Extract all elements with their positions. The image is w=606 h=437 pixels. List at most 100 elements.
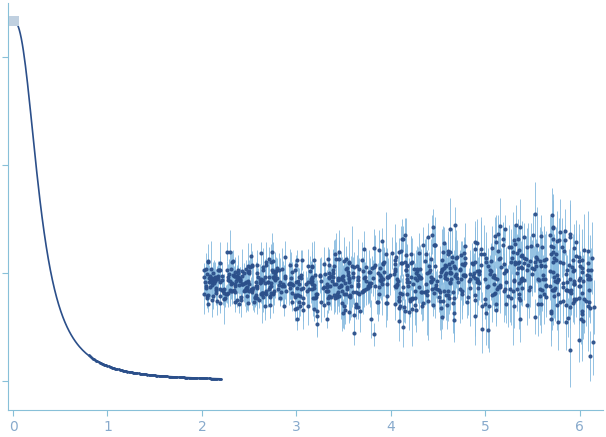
Point	[182, 374, 192, 381]
Point	[102, 362, 112, 369]
Point	[214, 375, 224, 382]
Point	[101, 361, 110, 368]
Point	[92, 357, 101, 364]
Point	[198, 375, 208, 382]
Point	[152, 372, 161, 379]
Point	[181, 374, 190, 381]
Point	[116, 367, 125, 374]
Point	[213, 375, 222, 382]
Point	[142, 371, 152, 378]
Point	[204, 375, 213, 382]
Point	[90, 357, 100, 364]
Point	[178, 374, 188, 381]
Point	[124, 368, 133, 375]
Point	[159, 373, 169, 380]
Point	[155, 372, 165, 379]
Point	[84, 352, 93, 359]
Point	[146, 371, 156, 378]
Point	[122, 368, 132, 375]
Point	[130, 369, 140, 376]
Point	[205, 375, 215, 382]
Point	[110, 365, 120, 372]
Point	[139, 371, 149, 378]
Point	[182, 374, 191, 381]
Point	[134, 370, 144, 377]
Point	[127, 369, 137, 376]
Point	[166, 373, 176, 380]
Point	[109, 365, 119, 372]
Point	[105, 363, 115, 370]
Point	[161, 373, 170, 380]
Point	[156, 372, 165, 379]
Point	[157, 372, 167, 379]
Point	[135, 370, 145, 377]
Point	[98, 361, 108, 368]
Point	[154, 372, 164, 379]
Point	[162, 373, 172, 380]
Point	[95, 359, 105, 366]
Point	[88, 355, 98, 362]
Point	[113, 366, 122, 373]
Point	[179, 374, 189, 381]
Point	[85, 353, 95, 360]
Point	[147, 371, 157, 378]
Point	[112, 365, 121, 372]
Point	[193, 375, 202, 382]
Point	[138, 371, 148, 378]
Point	[171, 374, 181, 381]
Point	[216, 375, 225, 382]
Point	[94, 358, 104, 365]
Point	[102, 362, 112, 369]
Point	[142, 371, 152, 378]
Point	[209, 375, 219, 382]
Point	[114, 366, 124, 373]
Point	[202, 375, 212, 382]
Point	[174, 374, 184, 381]
Point	[107, 364, 117, 371]
Point	[89, 356, 99, 363]
Point	[150, 372, 160, 379]
Point	[93, 358, 102, 365]
Point	[97, 360, 107, 367]
Point	[119, 368, 129, 375]
Point	[196, 375, 205, 382]
Point	[201, 375, 210, 382]
Point	[87, 354, 97, 361]
Point	[175, 374, 185, 381]
Point	[153, 372, 162, 379]
Point	[133, 370, 142, 377]
Point	[206, 375, 216, 382]
Point	[104, 363, 113, 370]
Point	[194, 375, 204, 382]
Point	[165, 373, 175, 380]
Point	[168, 373, 178, 380]
Point	[99, 361, 109, 368]
Point	[208, 375, 218, 382]
Point	[108, 364, 118, 371]
Point	[122, 368, 132, 375]
Point	[185, 374, 195, 381]
Point	[128, 369, 138, 376]
Point	[210, 375, 220, 382]
Point	[137, 371, 147, 378]
Point	[184, 374, 193, 381]
Point	[197, 375, 207, 382]
Point	[125, 368, 135, 375]
Point	[136, 370, 145, 377]
Point	[173, 374, 182, 381]
Point	[162, 373, 171, 380]
Point	[115, 366, 125, 373]
Point	[117, 367, 127, 374]
Point	[86, 354, 96, 361]
Point	[158, 373, 168, 380]
Point	[187, 375, 197, 382]
Point	[177, 374, 187, 381]
Point	[211, 375, 221, 382]
Point	[132, 370, 141, 377]
Point	[167, 373, 177, 380]
Point	[118, 367, 128, 374]
Point	[169, 373, 179, 380]
Point	[190, 375, 200, 382]
Point	[191, 375, 201, 382]
Point	[199, 375, 209, 382]
